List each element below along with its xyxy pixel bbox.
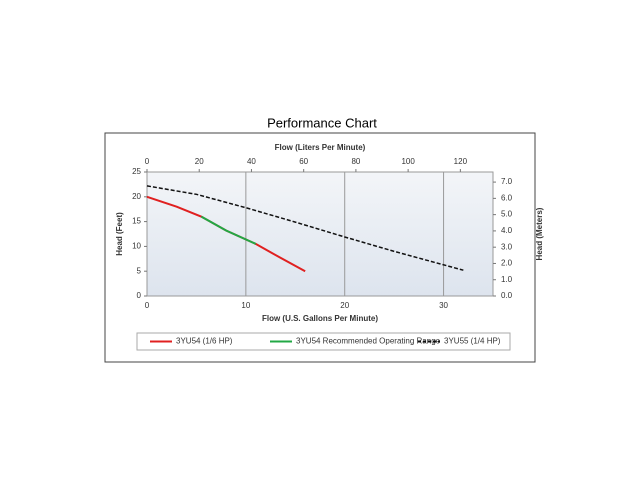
- y-tick-label: 15: [132, 217, 141, 226]
- y2-tick-label: 7.0: [501, 177, 513, 186]
- y-tick-label: 25: [132, 167, 141, 176]
- x2-tick-label: 60: [299, 157, 308, 166]
- legend-label: 3YU54 (1/6 HP): [176, 337, 233, 346]
- x2-tick-label: 40: [247, 157, 256, 166]
- legend-label: 3YU55 (1/4 HP): [444, 337, 501, 346]
- x-axis-title: Flow (U.S. Gallons Per Minute): [262, 314, 378, 323]
- x2-axis-title: Flow (Liters Per Minute): [275, 143, 366, 152]
- plot-area: [146, 171, 494, 297]
- y2-tick-label: 4.0: [501, 226, 513, 235]
- series-line: [200, 215, 257, 245]
- y-tick-label: 0: [137, 291, 142, 300]
- x-tick-label: 0: [145, 301, 150, 310]
- x2-tick-label: 20: [195, 157, 204, 166]
- y2-tick-label: 1.0: [501, 275, 513, 284]
- legend: [136, 332, 511, 351]
- x-tick-label: 30: [439, 301, 448, 310]
- x-tick-label: 10: [241, 301, 250, 310]
- y2-tick-label: 5.0: [501, 210, 513, 219]
- y2-tick-label: 0.0: [501, 291, 513, 300]
- y-tick-label: 10: [132, 242, 141, 251]
- x-tick-label: 20: [340, 301, 349, 310]
- x2-tick-label: 0: [145, 157, 150, 166]
- y2-tick-label: 2.0: [501, 259, 513, 268]
- y-tick-label: 20: [132, 192, 141, 201]
- y2-tick-label: 6.0: [501, 193, 513, 202]
- x2-tick-label: 120: [454, 157, 468, 166]
- y-axis-title: Head (Feet): [115, 212, 124, 256]
- chart-title: Performance Chart: [267, 115, 377, 130]
- legend-label: 3YU54 Recommended Operating Range: [296, 337, 441, 346]
- series-line: [146, 185, 464, 271]
- y2-axis-title: Head (Meters): [535, 207, 544, 260]
- x2-tick-label: 100: [401, 157, 415, 166]
- y-tick-label: 5: [137, 266, 142, 275]
- y2-tick-label: 3.0: [501, 242, 513, 251]
- x2-tick-label: 80: [351, 157, 360, 166]
